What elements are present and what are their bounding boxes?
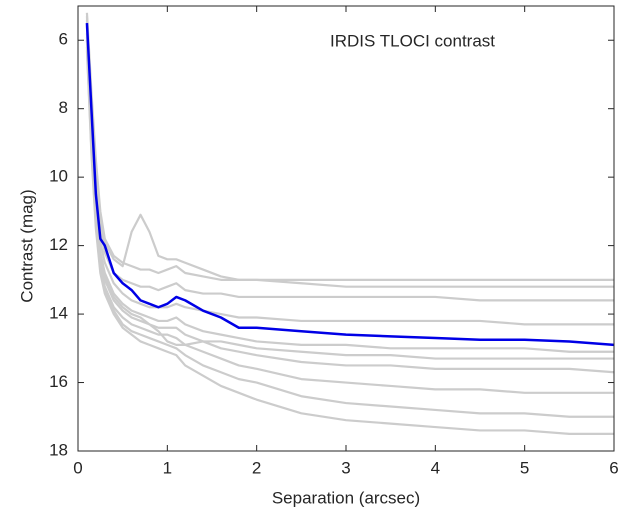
x-tick-label: 5 xyxy=(520,458,529,477)
y-tick-label: 18 xyxy=(49,440,68,459)
series-line xyxy=(85,19,614,302)
series-line xyxy=(85,26,614,326)
series-line xyxy=(85,36,614,360)
series-line xyxy=(85,50,614,435)
x-tick-label: 2 xyxy=(252,458,261,477)
y-tick-label: 12 xyxy=(49,235,68,254)
series-line xyxy=(85,47,614,418)
y-axis-label: Contrast (mag) xyxy=(17,189,36,302)
y-tick-label: 6 xyxy=(59,30,68,49)
series-line xyxy=(85,40,614,374)
y-tick-label: 8 xyxy=(59,98,68,117)
x-tick-label: 6 xyxy=(609,458,618,477)
y-tick-label: 14 xyxy=(49,304,68,323)
x-tick-label: 3 xyxy=(341,458,350,477)
series-line xyxy=(85,23,614,347)
series-line xyxy=(85,12,614,281)
annotation: IRDIS TLOCI contrast xyxy=(330,31,495,50)
x-axis-label: Separation (arcsec) xyxy=(272,488,420,507)
x-tick-label: 1 xyxy=(163,458,172,477)
x-tick-label: 4 xyxy=(431,458,440,477)
plot-border xyxy=(77,5,615,452)
y-tick-label: 16 xyxy=(49,372,68,391)
series-line xyxy=(85,16,614,288)
y-tick-label: 10 xyxy=(49,167,68,186)
series-line xyxy=(85,40,614,394)
series-line xyxy=(85,33,614,353)
x-tick-label: 0 xyxy=(73,458,82,477)
plot-area xyxy=(78,6,614,451)
